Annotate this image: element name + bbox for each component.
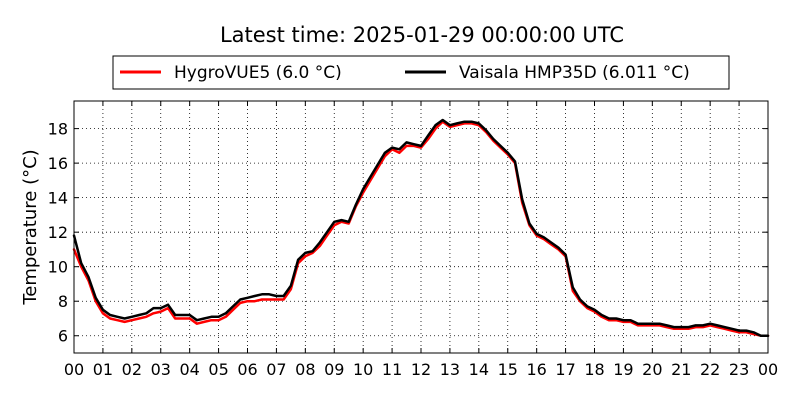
x-tick-label: 19 [613,360,633,379]
y-tick-label: 10 [48,258,68,277]
x-tick-label: 12 [411,360,431,379]
x-tick-label: 15 [498,360,518,379]
legend-label-vaisala: Vaisala HMP35D (6.011 °C) [459,63,690,83]
x-axis: 00 01 02 03 04 05 06 07 08 09 10 11 12 13 14 15 16 17 18 19… [64,101,778,379]
legend-label-hygrovue5: HygroVUE5 (6.0 °C) [174,63,342,83]
x-tick-label: 17 [555,360,575,379]
x-tick-label: 05 [208,360,228,379]
series-line-hygrovue5 [72,120,770,337]
x-tick-label: 14 [469,360,489,379]
chart-title: Latest time: 2025-01-29 00:00:00 UTC [220,23,624,47]
x-tick-label: 11 [382,360,402,379]
y-tick-label: 16 [48,154,68,173]
x-tick-label: 09 [324,360,344,379]
x-tick-label: 23 [729,360,749,379]
series-lines [72,118,770,337]
x-tick-label: 22 [700,360,720,379]
x-tick-label: 03 [151,360,171,379]
x-tick-label: 16 [526,360,546,379]
y-tick-label: 14 [48,189,68,208]
y-axis-title: Temperature (°C) [20,149,41,305]
x-tick-label: 08 [295,360,315,379]
x-tick-label: 02 [122,360,142,379]
x-tick-label: 00 [64,360,84,379]
x-tick-label: 04 [179,360,199,379]
x-tick-label: 06 [237,360,257,379]
x-tick-label: 07 [266,360,286,379]
x-tick-label: 21 [671,360,691,379]
x-tick-label: 00 [758,360,778,379]
x-tick-label: 20 [642,360,662,379]
y-tick-label: 8 [58,292,68,311]
x-tick-label: 01 [93,360,113,379]
x-tick-label: 18 [584,360,604,379]
series-line-vaisala [72,118,770,337]
legend: HygroVUE5 (6.0 °C) Vaisala HMP35D (6.011… [112,55,730,90]
y-tick-label: 18 [48,120,68,139]
y-tick-label: 6 [58,327,68,346]
y-tick-label: 12 [48,223,68,242]
y-axis: 6 8 10 12 14 16 18 [48,120,768,346]
x-tick-label: 13 [440,360,460,379]
x-tick-label: 10 [353,360,373,379]
